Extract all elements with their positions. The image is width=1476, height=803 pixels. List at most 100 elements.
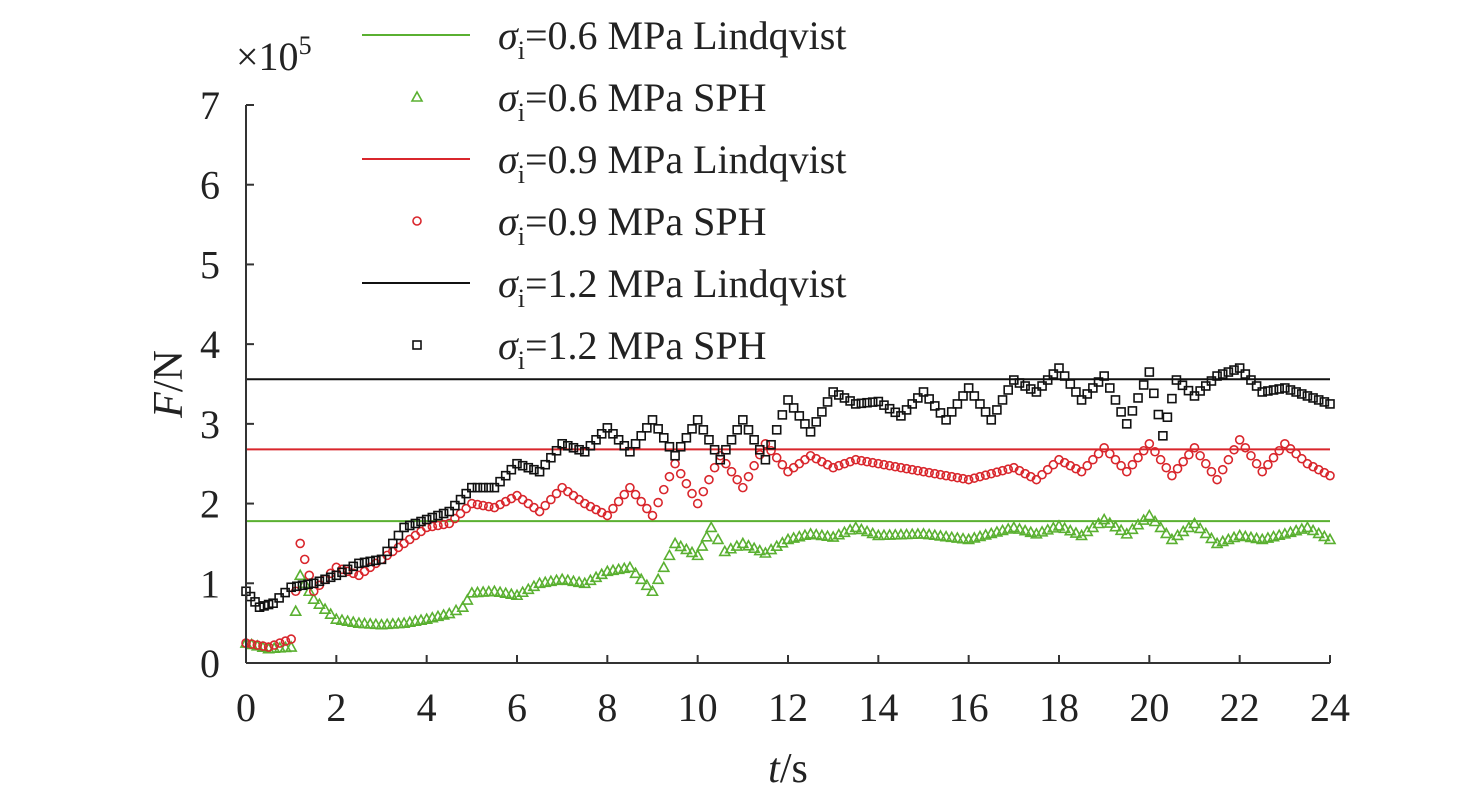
sph-marker (1263, 459, 1273, 470)
sph-marker (625, 482, 635, 493)
sph-marker (410, 530, 421, 541)
sph-marker (404, 534, 415, 545)
sph-marker (1110, 454, 1121, 465)
sph-marker (775, 536, 789, 548)
sph-marker (704, 474, 714, 485)
sph-marker (726, 434, 737, 445)
sph-marker (845, 396, 855, 406)
sph-marker (924, 467, 934, 478)
sph-marker (742, 539, 755, 551)
sph-marker (1162, 412, 1173, 423)
sph-marker (1153, 409, 1164, 420)
sph-series (241, 363, 1335, 613)
sph-marker (1014, 378, 1025, 388)
sph-marker (1246, 450, 1256, 461)
sph-marker (997, 395, 1008, 405)
sph-marker (800, 419, 810, 429)
sph-marker (608, 429, 618, 439)
sph-marker (764, 542, 778, 555)
sph-marker (495, 476, 505, 487)
sph-marker (771, 452, 782, 463)
sph-marker (286, 634, 296, 644)
sph-marker (1285, 385, 1296, 395)
sph-marker (595, 567, 609, 580)
sph-marker (692, 415, 703, 425)
sph-marker (1133, 452, 1143, 463)
sph-marker (540, 459, 551, 470)
sph-marker (969, 473, 980, 483)
y-tick-label: 5 (200, 242, 220, 287)
sph-marker (1206, 376, 1217, 386)
sph-marker (376, 554, 387, 565)
sph-marker (1009, 375, 1019, 385)
sph-marker (828, 387, 838, 397)
sph-marker (760, 438, 771, 449)
sph-marker (478, 482, 488, 493)
sph-marker (1317, 529, 1331, 542)
sph-marker (450, 500, 460, 511)
sph-marker (246, 639, 257, 649)
sph-marker (1238, 529, 1252, 542)
sph-marker (687, 488, 697, 499)
sph-marker (483, 482, 494, 493)
sph-marker (670, 450, 680, 461)
sph-marker (766, 445, 776, 456)
sph-marker (862, 397, 872, 408)
sph-marker (1144, 367, 1155, 377)
sph-marker (252, 640, 263, 650)
sph-marker (493, 585, 507, 598)
sph-marker (849, 520, 863, 533)
y-tick-label: 1 (200, 561, 220, 606)
sph-marker (934, 529, 947, 541)
sph-marker (804, 527, 817, 539)
sph-marker (759, 546, 772, 558)
sph-marker (1088, 454, 1098, 465)
sph-marker (1069, 526, 1083, 538)
sph-marker (1158, 431, 1168, 441)
sph-marker (794, 458, 805, 469)
sph-marker (1325, 470, 1335, 481)
sph-marker (907, 399, 918, 409)
sph-marker (642, 503, 652, 514)
sph-marker (929, 401, 940, 411)
sph-marker (551, 488, 562, 499)
sph-marker (1042, 464, 1053, 475)
sph-marker (1296, 389, 1307, 399)
sph-marker (695, 539, 709, 551)
sph-marker (945, 530, 959, 543)
legend-marker-swatch (412, 216, 422, 226)
sph-marker (800, 454, 810, 465)
x-axis-title: t/s (768, 746, 808, 792)
sph-marker (1178, 456, 1189, 467)
sph-marker (771, 425, 782, 435)
sph-marker (1199, 526, 1213, 539)
sph-marker (359, 566, 370, 577)
sph-marker (732, 474, 742, 485)
sph-marker (653, 497, 663, 508)
sph-marker (805, 427, 816, 437)
sph-marker (1149, 388, 1159, 399)
sph-marker (320, 574, 330, 585)
sph-marker (438, 508, 449, 519)
sph-marker (941, 470, 951, 481)
sph-marker (529, 464, 539, 475)
sph-marker (393, 530, 404, 541)
sph-marker (1138, 380, 1149, 390)
sph-marker (444, 506, 455, 517)
sph-marker (623, 560, 637, 573)
sph-marker (467, 498, 477, 509)
sph-marker (1171, 375, 1182, 385)
sph-marker (472, 482, 483, 493)
sph-marker (1312, 526, 1326, 539)
sph-marker (670, 458, 680, 469)
sph-marker (1244, 530, 1258, 543)
sph-marker (1109, 520, 1122, 532)
sph-marker (410, 518, 421, 529)
sph-marker (668, 536, 682, 549)
sph-marker (1042, 375, 1053, 385)
sph-marker (783, 395, 793, 405)
sph-marker (935, 408, 946, 418)
sph-marker (980, 407, 991, 417)
x-tick-label: 22 (1220, 685, 1260, 730)
